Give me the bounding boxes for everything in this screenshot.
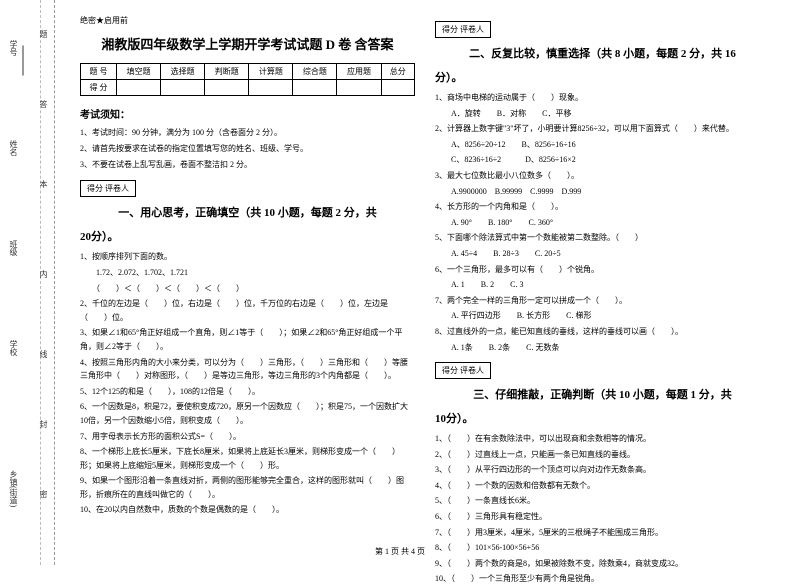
th: 综合题 — [293, 64, 337, 80]
exam-title: 湘教版四年级数学上学期开学考试试题 D 卷 含答案 — [80, 34, 415, 53]
question: A、8256÷20÷12 B、8256÷16÷16 — [435, 138, 770, 152]
question: 1、（ ）在有余数除法中，可以出现商和余数相等的情况。 — [435, 432, 770, 446]
question: 5、12个125的和是（ ），108的12倍是（ ）。 — [80, 385, 415, 399]
question: A．旋转 B．对称 C．平移 — [435, 107, 770, 121]
cut-char: 答 — [38, 100, 49, 108]
section3-title: 三、仔细推敲，正确判断（共 10 小题，每题 1 分，共 — [435, 386, 770, 402]
question: A.9900000 B.99999 C.9999 D.999 — [435, 185, 770, 199]
question: A. 45÷4 B. 28÷3 C. 20÷5 — [435, 247, 770, 261]
question: 7、两个完全一样的三角形一定可以拼成一个（ ）。 — [435, 294, 770, 308]
question: 7、用字母表示长方形的面积公式S=（ ）。 — [80, 430, 415, 444]
th: 题 号 — [81, 64, 117, 80]
cut-char: 线 — [38, 350, 49, 358]
binding-margin: 学号 姓名 班级 学校 乡镇(街道) 题 答 本 内 线 封 密 — [0, 0, 55, 565]
th: 计算题 — [249, 64, 293, 80]
section1-title: 一、用心思考，正确填空（共 10 小题，每题 2 分，共 — [80, 204, 415, 220]
question: A. 平行四边形 B. 长方形 C. 梯形 — [435, 309, 770, 323]
th: 应用题 — [337, 64, 381, 80]
question: 2、（ ）过直线上一点，只能画一条已知直线的垂线。 — [435, 448, 770, 462]
left-column: 绝密★启用前 湘教版四年级数学上学期开学考试试题 D 卷 含答案 题 号 填空题… — [70, 15, 425, 560]
th: 总分 — [381, 64, 414, 80]
question: 2、计算器上数字键"3"坏了，小明要计算8256÷32，可以用下面算式（ ）来代… — [435, 122, 770, 136]
section3-cont: 10分）。 — [435, 410, 770, 426]
scorer-box: 得分 评卷人 — [435, 21, 491, 38]
margin-label-school: 学校 — [8, 340, 19, 356]
question: 2、千位的左边是（ ）位，右边是（ ）位，千万位的右边是（ ）位，左边是（ ）位… — [80, 297, 415, 324]
margin-label-town: 乡镇(街道) — [8, 470, 19, 507]
cut-char: 题 — [38, 30, 49, 38]
question: 5、下面哪个除法算式中第一个数能被第二数整除。（ ） — [435, 231, 770, 245]
question: 1.72、2.072、1.702、1.721 — [80, 266, 415, 280]
question: 5、（ ）一条直线长6米。 — [435, 494, 770, 508]
question: 1、按顺序排列下面的数。 — [80, 250, 415, 264]
row-label: 得 分 — [81, 80, 117, 96]
question: 4、按照三角形内角的大小来分类，可以分为（ ）三角形，（ ）三角形和（ ）等腰三… — [80, 356, 415, 383]
question: C、8236÷16÷2 D、8256÷16×2 — [435, 153, 770, 167]
cut-char: 内 — [38, 270, 49, 278]
right-column: 得分 评卷人 二、反复比较，慎重选择（共 8 小题，每题 2 分，共 16 分）… — [425, 15, 780, 560]
question: 10、（ ）一个三角形至少有两个角是锐角。 — [435, 572, 770, 586]
cut-char: 封 — [38, 420, 49, 428]
section1-cont: 20分）。 — [80, 228, 415, 244]
question: 6、一个因数是8，积是72，要使积变成720，原另一个因数应（ ）；积是75，一… — [80, 400, 415, 427]
scorer-box: 得分 评卷人 — [80, 180, 136, 197]
section2-cont: 分）。 — [435, 69, 770, 85]
th: 填空题 — [117, 64, 161, 80]
question: 3、最大七位数比最小八位数多（ ）。 — [435, 169, 770, 183]
th: 选择题 — [161, 64, 205, 80]
notice-item: 2、请首先按要求在试卷的指定位置填写您的姓名、班级、学号。 — [80, 143, 415, 156]
question: （ ）＜（ ）＜（ ）＜（ ） — [80, 282, 415, 296]
question: 8、一个梯形上底长5厘米，下底长8厘米，如果将上底延长3厘米，则梯形变成一个（ … — [80, 445, 415, 472]
question: 6、（ ）三角形具有稳定性。 — [435, 510, 770, 524]
scorer-box: 得分 评卷人 — [435, 362, 491, 379]
question: 9、如果一个图形沿着一条直线对折，两侧的图形能够完全重合，这样的图形就叫（ ）图… — [80, 474, 415, 501]
question: 3、（ ）从平行四边形的一个顶点可以向对边作无数条高。 — [435, 463, 770, 477]
question: 8、过直线外的一点，能已知直线的垂线，这样的垂线可以画（ ）。 — [435, 325, 770, 339]
notice-item: 1、考试时间：90 分钟，满分为 100 分（含卷面分 2 分）。 — [80, 127, 415, 140]
question: 10、在20以内自然数中，质数的个数是偶数的是（ ）。 — [80, 503, 415, 517]
question: 9、（ ）两个数的商是8，如果被除数不变，除数乘4，商就变成32。 — [435, 557, 770, 571]
section2-title: 二、反复比较，慎重选择（共 8 小题，每题 2 分，共 16 — [435, 45, 770, 61]
question: A. 1 B. 2 C. 3 — [435, 278, 770, 292]
question: 4、（ ）一个数的因数和倍数都有无数个。 — [435, 479, 770, 493]
question: A. 1条 B. 2条 C. 无数条 — [435, 341, 770, 355]
content-area: 绝密★启用前 湘教版四年级数学上学期开学考试试题 D 卷 含答案 题 号 填空题… — [55, 0, 800, 565]
question: 6、一个三角形，最多可以有（ ）个锐角。 — [435, 263, 770, 277]
page-footer: 第 1 页 共 4 页 — [0, 546, 800, 557]
score-table: 题 号 填空题 选择题 判断题 计算题 综合题 应用题 总分 得 分 — [80, 63, 415, 96]
question: 3、如果∠1和65°角正好组成一个直角，则∠1等于（ ）；如果∠2和65°角正好… — [80, 326, 415, 353]
cut-char: 密 — [38, 490, 49, 498]
question: 4、长方形的一个内角和是（ ）。 — [435, 200, 770, 214]
th: 判断题 — [205, 64, 249, 80]
secret-label: 绝密★启用前 — [80, 15, 415, 26]
notice-item: 3、不要在试卷上乱写乱画，卷面不整洁扣 2 分。 — [80, 159, 415, 172]
question: 1、商场中电梯的运动属于（ ）现象。 — [435, 91, 770, 105]
question: 7、（ ）用3厘米，4厘米，5厘米的三根绳子不能围成三角形。 — [435, 526, 770, 540]
margin-label-name: 姓名 — [8, 140, 19, 156]
margin-label-class: 班级 — [8, 240, 19, 256]
margin-label-id: 学号 — [8, 40, 19, 56]
question: A. 90° B. 180° C. 360° — [435, 216, 770, 230]
notice-header: 考试须知： — [80, 106, 415, 121]
cut-char: 本 — [38, 180, 49, 188]
